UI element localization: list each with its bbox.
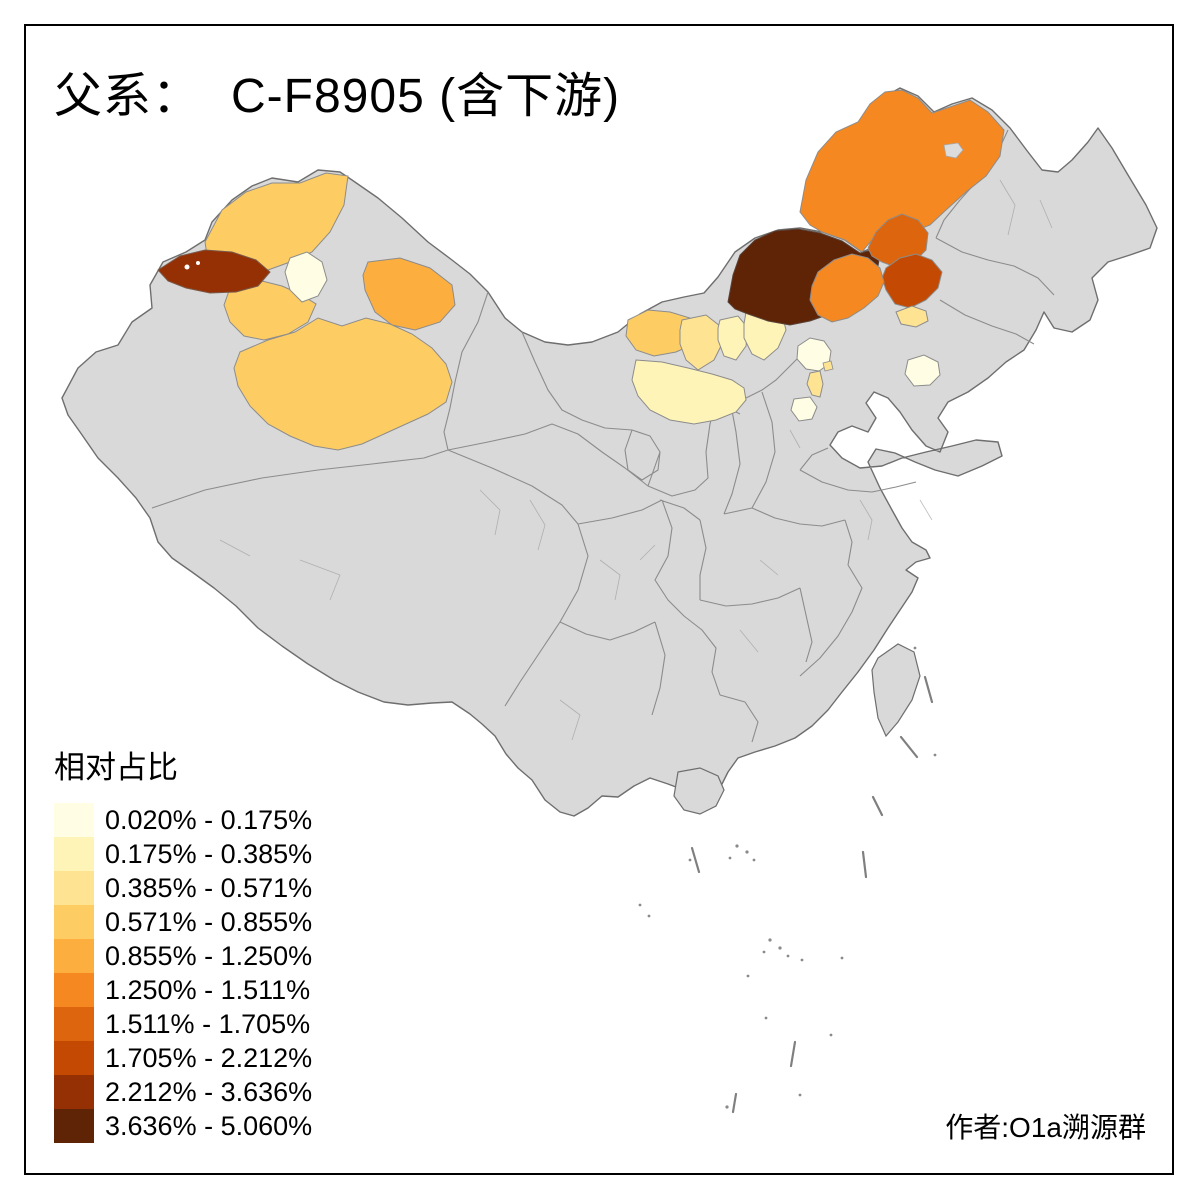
legend-label-10: 3.636% - 5.060% (105, 1111, 313, 1141)
legend-title: 相对占比 (54, 750, 178, 786)
hulunbuir-enclave (943, 142, 964, 159)
region-bortala (157, 249, 271, 294)
legend-swatch-5 (54, 939, 94, 973)
legend-row: 1.511% - 1.705% (54, 1007, 312, 1041)
legend-swatch-4 (54, 905, 94, 939)
title-haplogroup: C-F8905 (含下游) (231, 70, 621, 123)
sea-islets (638, 646, 937, 1109)
legend-label-5: 0.855% - 1.250% (105, 941, 313, 971)
region-ili (223, 279, 317, 341)
legend-swatch-9 (54, 1075, 94, 1109)
author-credit: 作者:O1a溯源群 (945, 1112, 1146, 1143)
legend-swatch-3 (54, 871, 94, 905)
region-sanhe (822, 360, 834, 372)
region-ordos (631, 359, 747, 425)
legend-row: 0.571% - 0.855% (54, 905, 312, 939)
legend-swatch-6 (54, 973, 94, 1007)
region-baotou (679, 314, 723, 371)
legend-swatch-2 (54, 837, 94, 871)
region-hohhot (717, 315, 749, 361)
china-outline (61, 87, 1158, 817)
page-title: 父系： C-F8905 (含下游) (54, 56, 620, 126)
legend-label-2: 0.175% - 0.385% (105, 839, 313, 869)
legend-row: 1.705% - 2.212% (54, 1041, 312, 1075)
legend-label-7: 1.511% - 1.705% (105, 1009, 311, 1039)
title-prefix: 父系： (54, 68, 202, 124)
legend-swatch-8 (54, 1041, 94, 1075)
region-urumqi (284, 251, 328, 303)
legend-label-4: 0.571% - 0.855% (105, 907, 313, 937)
region-chifeng (809, 253, 885, 323)
legend-row: 0.020% - 0.175% (54, 803, 312, 837)
legend-swatch-1 (54, 803, 94, 837)
legend-swatch-10 (54, 1109, 94, 1143)
legend-row: 0.385% - 0.571% (54, 871, 312, 905)
region-langfang (806, 370, 824, 398)
hainan-island (673, 767, 725, 815)
legend-label-6: 1.250% - 1.511% (105, 975, 311, 1005)
legend-swatch-7 (54, 1007, 94, 1041)
legend-label-9: 2.212% - 3.636% (105, 1077, 313, 1107)
prefecture-borders (219, 179, 1053, 741)
region-hulunbuir (799, 89, 1005, 253)
legend-label-8: 1.705% - 2.212% (105, 1043, 313, 1073)
legend-row: 2.212% - 3.636% (54, 1075, 312, 1109)
legend-row: 1.250% - 1.511% (54, 973, 312, 1007)
legend: 相对占比 0.020% - 0.175% 0.175% - 0.385% 0.3… (54, 742, 312, 1143)
legend-row: 0.855% - 1.250% (54, 939, 312, 973)
bortala-lake (184, 264, 190, 270)
region-fuxin (895, 305, 929, 328)
region-tongliao (881, 253, 943, 309)
taiwan-island (871, 643, 921, 738)
legend-label-1: 0.020% - 0.175% (105, 805, 313, 835)
legend-label-3: 0.385% - 0.571% (105, 873, 313, 903)
region-liaoning-coastal (904, 354, 941, 387)
region-bayingolin (233, 317, 453, 451)
region-hami (362, 257, 456, 331)
legend-row: 3.636% - 5.060% (54, 1109, 312, 1143)
sea-boundary-dashes (690, 675, 934, 1114)
region-cangzhou (790, 396, 818, 422)
bortala-lake-2 (196, 261, 200, 265)
legend-row: 0.175% - 0.385% (54, 837, 312, 871)
